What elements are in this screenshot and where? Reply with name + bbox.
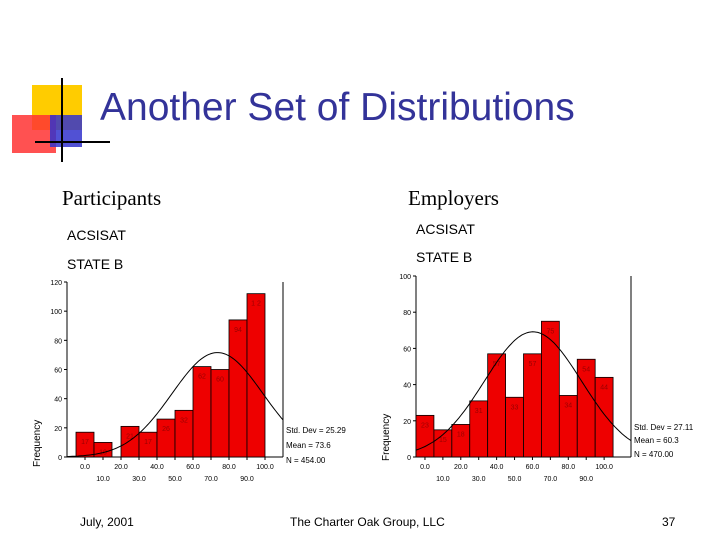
histogram-bar bbox=[120, 425, 140, 458]
x-tick-label: 100.0 bbox=[256, 464, 274, 471]
stat-std: Std. Dev = 27.11 bbox=[634, 423, 694, 432]
bar-data-label: 75 bbox=[546, 328, 554, 335]
x-tick-label: 70.0 bbox=[204, 476, 218, 483]
normal-curve bbox=[415, 331, 632, 451]
x-tick-label: 80.0 bbox=[222, 464, 236, 471]
participants-heading: Participants bbox=[62, 186, 162, 210]
x-tick-label: 40.0 bbox=[490, 464, 504, 471]
y-tick-label: 120 bbox=[50, 280, 62, 287]
histogram-bar bbox=[451, 424, 471, 458]
bar-data-label: 18 bbox=[457, 431, 465, 438]
x-tick-label: 30.0 bbox=[472, 476, 486, 483]
histogram-bar bbox=[487, 353, 506, 458]
y-tick-label: 20 bbox=[403, 419, 411, 426]
y-tick-label: 80 bbox=[54, 338, 62, 345]
x-tick-label: 80.0 bbox=[561, 464, 575, 471]
employers-histogram: ACSISAT STATE B Frequency Std. Dev = 27.… bbox=[381, 221, 694, 483]
bar-data-label: 57 bbox=[529, 361, 537, 368]
bar-data-label: 17 bbox=[144, 439, 152, 446]
stat-mean: Mean = 73.6 bbox=[286, 441, 331, 450]
y-tick-label: 0 bbox=[58, 455, 62, 462]
employers-heading: Employers bbox=[408, 186, 499, 210]
bar-data-label: 17 bbox=[81, 439, 89, 446]
histogram-bar bbox=[541, 320, 560, 458]
bar-data-label: 62 bbox=[198, 374, 206, 381]
bar-data-label: 34 bbox=[564, 402, 572, 409]
slide-logo bbox=[12, 78, 110, 162]
footer-page-number: 37 bbox=[662, 515, 676, 529]
x-tick-label: 0.0 bbox=[420, 464, 430, 471]
x-tick-label: 10.0 bbox=[96, 476, 110, 483]
histogram-bar bbox=[228, 319, 248, 458]
stat-mean: Mean = 60.3 bbox=[634, 436, 679, 445]
chart-title: ACSISAT bbox=[416, 221, 475, 237]
slide-title: Another Set of Distributions bbox=[100, 86, 575, 129]
bar-data-label: 23 bbox=[421, 422, 429, 429]
x-tick-label: 50.0 bbox=[508, 476, 522, 483]
y-axis-label: Frequency bbox=[32, 420, 43, 467]
bar-data-label: 33 bbox=[511, 404, 519, 411]
logo-red-square bbox=[12, 115, 56, 153]
bar-data-label: 60 bbox=[216, 377, 224, 384]
bar-data-label: 15 bbox=[439, 437, 447, 444]
participants-histogram: ACSISAT STATE B Frequency Std. Dev = 25.… bbox=[32, 227, 346, 483]
histogram-bar bbox=[246, 293, 266, 458]
stat-n: N = 454.00 bbox=[286, 456, 326, 465]
bar-data-label: 31 bbox=[475, 408, 483, 415]
x-tick-label: 40.0 bbox=[150, 464, 164, 471]
x-tick-label: 60.0 bbox=[526, 464, 540, 471]
y-tick-label: 0 bbox=[407, 455, 411, 462]
x-tick-label: 90.0 bbox=[579, 476, 593, 483]
chart-subtitle: STATE B bbox=[416, 249, 472, 265]
bar-data-label: 1 2 bbox=[251, 301, 261, 308]
bar-data-label: 32 bbox=[180, 417, 188, 424]
y-axis-label: Frequency bbox=[381, 414, 392, 461]
histogram-bar bbox=[156, 418, 176, 458]
x-tick-label: 20.0 bbox=[454, 464, 468, 471]
x-tick-label: 0.0 bbox=[80, 464, 90, 471]
bar-data-label: 44 bbox=[600, 384, 608, 391]
x-tick-label: 30.0 bbox=[132, 476, 146, 483]
stat-n: N = 470.00 bbox=[634, 450, 674, 459]
footer-date: July, 2001 bbox=[80, 515, 134, 529]
y-tick-label: 20 bbox=[54, 426, 62, 433]
bar-data-label: 57 bbox=[493, 361, 501, 368]
bar-data-label: 21 bbox=[126, 433, 134, 440]
y-tick-label: 80 bbox=[403, 310, 411, 317]
chart-subtitle: STATE B bbox=[67, 256, 123, 272]
histogram-bar bbox=[576, 358, 596, 458]
bar-data-label: 94 bbox=[234, 327, 242, 334]
x-tick-label: 20.0 bbox=[114, 464, 128, 471]
x-tick-label: 60.0 bbox=[186, 464, 200, 471]
chart-title: ACSISAT bbox=[67, 227, 126, 243]
y-tick-label: 40 bbox=[403, 383, 411, 390]
stat-std: Std. Dev = 25.29 bbox=[286, 426, 346, 435]
y-tick-label: 60 bbox=[403, 346, 411, 353]
y-tick-label: 40 bbox=[54, 397, 62, 404]
y-tick-label: 100 bbox=[50, 309, 62, 316]
bar-data-label: 54 bbox=[582, 366, 590, 373]
x-tick-label: 10.0 bbox=[436, 476, 450, 483]
y-tick-label: 60 bbox=[54, 368, 62, 375]
x-tick-label: 100.0 bbox=[595, 464, 613, 471]
bar-data-label: 26 bbox=[162, 426, 170, 433]
normal-curve bbox=[66, 352, 284, 458]
x-tick-label: 90.0 bbox=[240, 476, 254, 483]
histogram-bar bbox=[523, 353, 542, 458]
x-tick-label: 50.0 bbox=[168, 476, 182, 483]
x-tick-label: 70.0 bbox=[544, 476, 558, 483]
footer-organization: The Charter Oak Group, LLC bbox=[290, 515, 445, 529]
y-tick-label: 100 bbox=[399, 274, 411, 281]
